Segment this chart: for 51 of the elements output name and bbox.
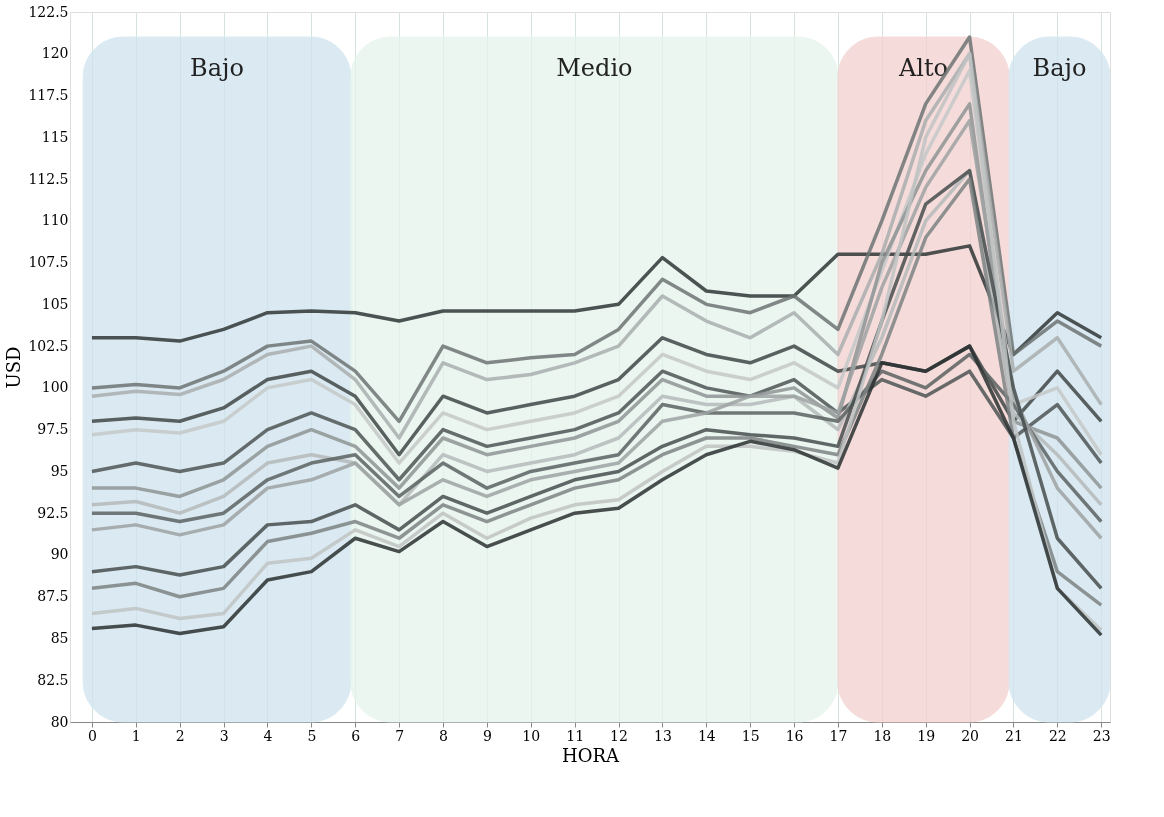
x-tick-label: 6: [351, 727, 361, 744]
line-series: [90, 52, 1103, 632]
y-tick-label: 115: [41, 128, 69, 145]
x-tick-label: 22: [1048, 727, 1067, 744]
x-tick-label: 9: [482, 727, 492, 744]
x-axis-title: HORA: [561, 744, 620, 766]
y-tick-label: 92.5: [37, 504, 69, 521]
line-series: [90, 344, 1103, 637]
x-tick-label: 11: [566, 727, 585, 744]
y-tick-label: 105: [41, 295, 69, 312]
band-label: Bajo: [1032, 54, 1087, 82]
y-tick-label: 117.5: [28, 87, 69, 104]
y-tick-label: 110: [41, 212, 69, 229]
x-tick-label: 1: [131, 727, 141, 744]
y-tick-label: 102.5: [28, 337, 69, 354]
x-tick-label: 20: [961, 727, 979, 744]
x-tick-label: 16: [785, 727, 804, 744]
x-tick-label: 8: [439, 727, 448, 744]
x-tick-label: 10: [522, 727, 541, 744]
x-tick-label: 19: [917, 727, 936, 744]
band-label: Alto: [897, 54, 949, 82]
band-label: Medio: [556, 54, 633, 82]
x-tick-label: 23: [1092, 727, 1111, 744]
y-tick-label: 90: [50, 546, 69, 563]
line-series: [90, 352, 1103, 524]
x-tick-label: 18: [873, 727, 892, 744]
y-tick-label: 85: [50, 629, 69, 646]
y-tick-label: 87.5: [37, 588, 69, 605]
y-tick-label: 100: [41, 379, 69, 396]
x-tick-label: 21: [1005, 727, 1023, 744]
x-tick-label: 13: [653, 727, 672, 744]
x-tick-label: 2: [175, 727, 185, 744]
y-tick-label: 120: [41, 45, 69, 62]
x-tick-label: 4: [263, 727, 273, 744]
x-tick-label: 7: [395, 727, 405, 744]
x-tick-label: 17: [829, 727, 848, 744]
y-tick-label: 122.5: [28, 3, 69, 20]
y-tick-label: 80: [50, 713, 69, 730]
x-tick-label: 15: [741, 727, 760, 744]
x-tick-label: 5: [307, 727, 317, 744]
x-tick-label: 0: [87, 727, 97, 744]
y-tick-label: 107.5: [28, 254, 69, 271]
y-tick-label: 82.5: [37, 671, 69, 688]
x-tick-label: 14: [697, 727, 716, 744]
y-tick-label: 112.5: [28, 170, 69, 187]
y-tick-label: 95: [50, 462, 69, 479]
x-tick-label: 12: [610, 727, 628, 744]
y-axis-title: USD: [3, 346, 25, 389]
x-tick-label: 3: [219, 727, 229, 744]
band-label: Bajo: [190, 54, 244, 82]
y-tick-label: 97.5: [37, 421, 69, 438]
